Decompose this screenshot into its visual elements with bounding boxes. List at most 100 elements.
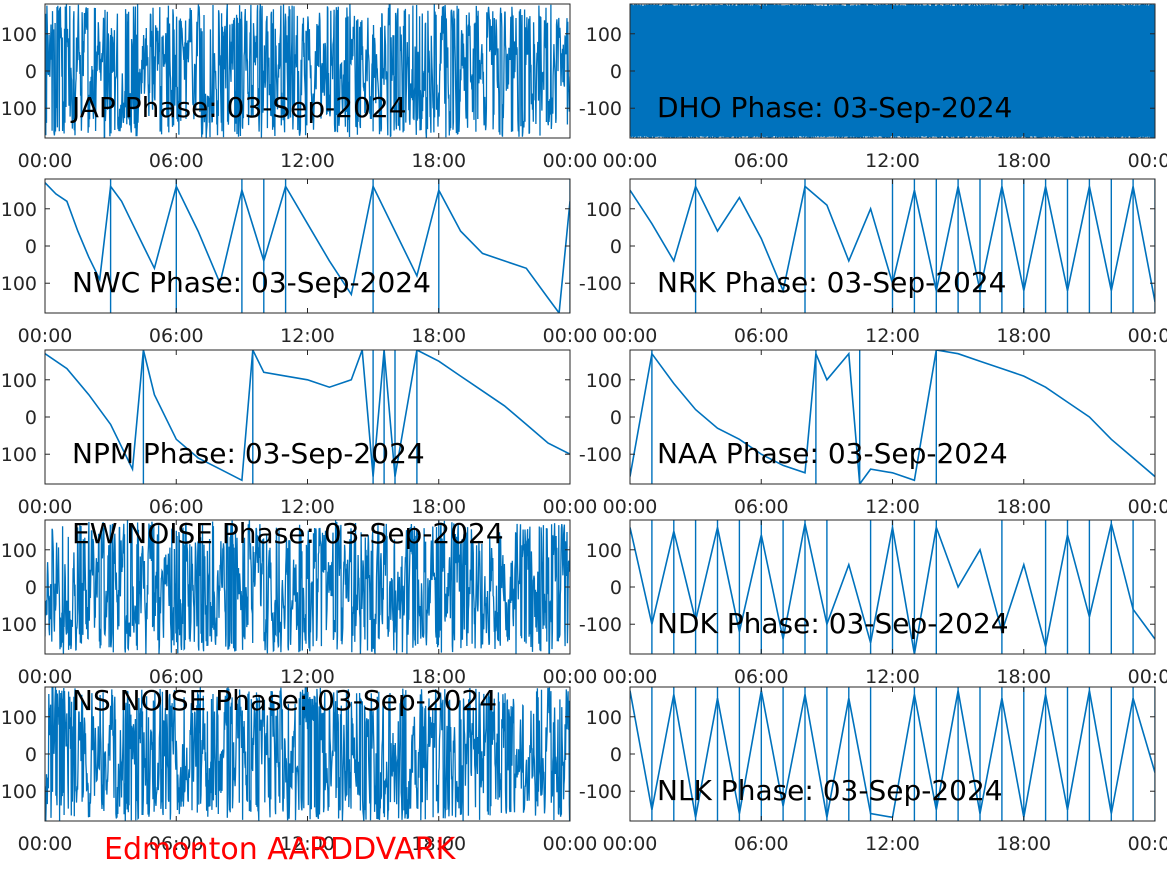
x-tick-label: 12:00 <box>865 496 920 518</box>
y-tick-label: 100 <box>1 707 37 729</box>
x-tick-label: 00:00 <box>543 666 598 688</box>
x-tick-label: 18:00 <box>996 833 1051 855</box>
trace-ns-noise <box>45 687 570 821</box>
x-tick-label: 00:00 <box>18 325 73 347</box>
y-tick-label: -100 <box>579 444 622 466</box>
x-tick-label: 18:00 <box>411 666 466 688</box>
x-tick-label: 12:00 <box>865 833 920 855</box>
phase-wrap-nlk <box>651 687 1155 821</box>
x-tick-label: 00:00 <box>543 325 598 347</box>
x-tick-label: 06:00 <box>149 150 204 172</box>
panel-title-ns-noise: NS NOISE Phase: 03-Sep-2024 <box>72 684 497 717</box>
phase-wrap-ndk <box>651 520 1134 654</box>
x-tick-label: 00:00 <box>18 496 73 518</box>
x-tick-label: 00:00 <box>603 666 658 688</box>
x-tick-label: 00:00 <box>543 833 598 855</box>
y-tick-label: 100 <box>586 707 622 729</box>
panel-title-jap: JAP Phase: 03-Sep-2024 <box>70 91 407 124</box>
x-tick-label: 12:00 <box>865 666 920 688</box>
phase-wrap-nwc <box>109 179 570 313</box>
panel-nrk: 100 0 -100 00:00 06:00 12:00 18:00 00:00 NRK Pha… <box>579 178 1167 347</box>
x-tick-label: 18:00 <box>996 666 1051 688</box>
panel-npm: 100 0 -100 00:00 06:00 12:00 18:00 00:00 NPM Pha… <box>0 349 598 518</box>
y-tick-label: 0 <box>25 61 37 83</box>
y-tick-label: -100 <box>0 98 37 120</box>
y-tick-label: 100 <box>586 370 622 392</box>
trace-naa <box>630 350 1155 484</box>
x-tick-label: 06:00 <box>734 325 789 347</box>
panel-title-ndk: NDK Phase: 03-Sep-2024 <box>657 607 1009 640</box>
x-tick-label: 06:00 <box>734 496 789 518</box>
x-tick-label: 12:00 <box>280 833 335 855</box>
x-tick-label: 00:00 <box>1128 325 1167 347</box>
x-tick-label: 00:00 <box>603 150 658 172</box>
x-tick-label: 06:00 <box>149 666 204 688</box>
panel-grid: 100 0 -100 00:00 06:00 12:00 18:00 00:00 JAP Pha… <box>0 3 1167 855</box>
phase-wrap-npm <box>142 350 418 484</box>
x-tick-label: 00:00 <box>1128 666 1167 688</box>
y-tick-label: 0 <box>610 577 622 599</box>
phase-wrap-naa <box>651 350 937 484</box>
panel-naa: 100 0 -100 00:00 06:00 12:00 18:00 00:00 NAA Pha… <box>579 349 1167 518</box>
panel-ndk: 100 0 -100 00:00 06:00 12:00 18:00 00:00 NDK Pha… <box>579 519 1167 688</box>
x-tick-label: 12:00 <box>280 666 335 688</box>
x-tick-label: 06:00 <box>734 666 789 688</box>
panel-ew-noise: 100 0 -100 00:00 06:00 12:00 18:00 00:00 EW NOIS… <box>0 517 597 688</box>
y-tick-label: 0 <box>25 407 37 429</box>
panel-title-dho: DHO Phase: 03-Sep-2024 <box>657 91 1012 124</box>
y-tick-label: 100 <box>1 199 37 221</box>
x-tick-label: 12:00 <box>865 150 920 172</box>
x-tick-label: 18:00 <box>411 496 466 518</box>
panel-nwc: 100 0 -100 00:00 06:00 12:00 18:00 00:00 NWC Pha… <box>0 178 598 347</box>
x-tick-label: 00:00 <box>543 496 598 518</box>
x-tick-label: 18:00 <box>411 325 466 347</box>
trace-jap <box>45 4 570 138</box>
y-tick-label: 0 <box>25 236 37 258</box>
x-tick-label: 00:00 <box>1128 496 1167 518</box>
panel-title-naa: NAA Phase: 03-Sep-2024 <box>657 437 1008 470</box>
x-tick-label: 00:00 <box>603 496 658 518</box>
y-tick-label: -100 <box>0 444 37 466</box>
panel-title-npm: NPM Phase: 03-Sep-2024 <box>72 437 425 470</box>
x-tick-label: 06:00 <box>734 150 789 172</box>
panel-ns-noise: 100 0 -100 00:00 06:00 12:00 18:00 00:00 NS NOIS… <box>0 684 597 855</box>
y-tick-label: 100 <box>1 24 37 46</box>
x-tick-label: 00:00 <box>1128 150 1167 172</box>
panel-title-ew-noise: EW NOISE Phase: 03-Sep-2024 <box>72 517 504 550</box>
y-tick-label: -100 <box>579 98 622 120</box>
x-tick-label: 00:00 <box>18 666 73 688</box>
y-tick-label: 100 <box>1 540 37 562</box>
y-tick-label: -100 <box>0 614 37 636</box>
x-tick-label: 18:00 <box>996 325 1051 347</box>
panel-jap: 100 0 -100 00:00 06:00 12:00 18:00 00:00 JAP Pha… <box>0 3 598 172</box>
y-tick-label: -100 <box>579 273 622 295</box>
x-tick-label: 00:00 <box>603 325 658 347</box>
phase-wrap-nrk <box>694 179 1155 313</box>
x-tick-label: 06:00 <box>149 833 204 855</box>
y-tick-label: 0 <box>25 577 37 599</box>
trace-ew-noise <box>45 520 570 654</box>
y-tick-label: -100 <box>0 781 37 803</box>
x-tick-label: 00:00 <box>18 150 73 172</box>
trace-npm <box>45 350 570 482</box>
y-tick-label: 0 <box>610 744 622 766</box>
x-tick-label: 06:00 <box>149 325 204 347</box>
x-tick-label: 12:00 <box>280 496 335 518</box>
x-tick-label: 12:00 <box>280 325 335 347</box>
y-tick-label: 0 <box>610 236 622 258</box>
x-tick-label: 18:00 <box>411 833 466 855</box>
panel-title-nlk: NLK Phase: 03-Sep-2024 <box>657 774 1003 807</box>
x-tick-label: 06:00 <box>734 833 789 855</box>
y-tick-label: -100 <box>579 614 622 636</box>
x-tick-label: 00:00 <box>543 150 598 172</box>
x-tick-label: 18:00 <box>996 496 1051 518</box>
y-tick-label: -100 <box>579 781 622 803</box>
y-tick-label: -100 <box>0 273 37 295</box>
panel-title-nrk: NRK Phase: 03-Sep-2024 <box>657 266 1006 299</box>
y-tick-label: 100 <box>586 24 622 46</box>
station-label: Edmonton AARDDVARK <box>104 832 457 867</box>
x-tick-label: 00:00 <box>18 833 73 855</box>
panel-title-nwc: NWC Phase: 03-Sep-2024 <box>72 266 431 299</box>
y-tick-label: 0 <box>610 61 622 83</box>
x-tick-label: 18:00 <box>996 150 1051 172</box>
